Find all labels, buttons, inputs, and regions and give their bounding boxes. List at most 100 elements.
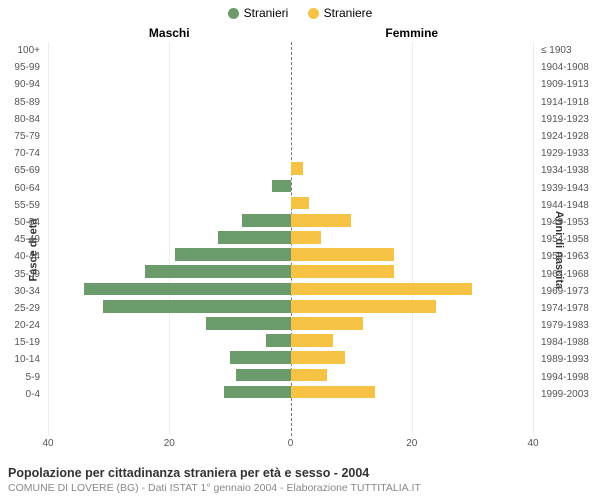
female-half bbox=[291, 300, 534, 317]
age-label: 100+ bbox=[0, 42, 44, 59]
age-label: 80-84 bbox=[0, 111, 44, 128]
age-label: 65-69 bbox=[0, 162, 44, 179]
age-label: 10-14 bbox=[0, 351, 44, 368]
birth-label: 1929-1933 bbox=[537, 145, 600, 162]
birth-label: 1954-1958 bbox=[537, 231, 600, 248]
birth-label: 1919-1923 bbox=[537, 111, 600, 128]
age-label: 35-39 bbox=[0, 265, 44, 282]
female-bar bbox=[291, 334, 333, 347]
female-half bbox=[291, 231, 534, 248]
pyramid-row bbox=[48, 317, 533, 334]
age-label: 95-99 bbox=[0, 59, 44, 76]
footer: Popolazione per cittadinanza straniera p… bbox=[8, 466, 592, 494]
male-half bbox=[48, 76, 291, 93]
pyramid-row bbox=[48, 94, 533, 111]
female-bar bbox=[291, 300, 437, 313]
pyramid-row bbox=[48, 162, 533, 179]
birth-label: 1984-1988 bbox=[537, 334, 600, 351]
female-bar bbox=[291, 351, 346, 364]
birth-label: 1979-1983 bbox=[537, 317, 600, 334]
male-half bbox=[48, 369, 291, 386]
age-label: 25-29 bbox=[0, 300, 44, 317]
female-half bbox=[291, 283, 534, 300]
age-label: 45-49 bbox=[0, 231, 44, 248]
column-headers: Maschi Femmine bbox=[48, 26, 533, 40]
male-bar bbox=[266, 334, 290, 347]
birth-label: 1909-1913 bbox=[537, 76, 600, 93]
female-half bbox=[291, 42, 534, 59]
age-label: 30-34 bbox=[0, 283, 44, 300]
birth-label: 1989-1993 bbox=[537, 351, 600, 368]
female-half bbox=[291, 248, 534, 265]
birth-label: 1969-1973 bbox=[537, 283, 600, 300]
female-bar bbox=[291, 386, 376, 399]
male-bar bbox=[224, 386, 291, 399]
female-bar bbox=[291, 214, 352, 227]
header-male: Maschi bbox=[48, 26, 291, 40]
female-half bbox=[291, 180, 534, 197]
male-bar bbox=[272, 180, 290, 193]
birth-label: 1939-1943 bbox=[537, 180, 600, 197]
birth-label: 1959-1963 bbox=[537, 248, 600, 265]
male-half bbox=[48, 300, 291, 317]
age-label: 15-19 bbox=[0, 334, 44, 351]
x-axis: 402002040 bbox=[48, 438, 533, 452]
age-label: 90-94 bbox=[0, 76, 44, 93]
female-half bbox=[291, 334, 534, 351]
x-tick: 20 bbox=[164, 438, 175, 449]
x-tick: 40 bbox=[527, 438, 538, 449]
birth-label: 1924-1928 bbox=[537, 128, 600, 145]
legend-female-label: Straniere bbox=[324, 6, 373, 20]
pyramid-row bbox=[48, 145, 533, 162]
chart-area bbox=[48, 42, 533, 436]
female-bar bbox=[291, 197, 309, 210]
birth-label: ≤ 1903 bbox=[537, 42, 600, 59]
female-half bbox=[291, 111, 534, 128]
male-half bbox=[48, 231, 291, 248]
age-label: 5-9 bbox=[0, 369, 44, 386]
pyramid-row bbox=[48, 128, 533, 145]
male-half bbox=[48, 180, 291, 197]
male-half bbox=[48, 214, 291, 231]
age-label: 75-79 bbox=[0, 128, 44, 145]
pyramid-row bbox=[48, 334, 533, 351]
age-label: 85-89 bbox=[0, 94, 44, 111]
pyramid-row bbox=[48, 351, 533, 368]
female-bar bbox=[291, 369, 327, 382]
male-half bbox=[48, 248, 291, 265]
footer-title: Popolazione per cittadinanza straniera p… bbox=[8, 466, 592, 480]
age-label: 70-74 bbox=[0, 145, 44, 162]
legend-male-label: Stranieri bbox=[244, 6, 289, 20]
male-bar bbox=[145, 265, 291, 278]
male-bar bbox=[175, 248, 290, 261]
pyramid-row bbox=[48, 231, 533, 248]
age-label: 0-4 bbox=[0, 386, 44, 403]
pyramid-row bbox=[48, 180, 533, 197]
female-half bbox=[291, 265, 534, 282]
female-half bbox=[291, 214, 534, 231]
pyramid-row bbox=[48, 197, 533, 214]
x-tick: 20 bbox=[406, 438, 417, 449]
y-left-labels: 100+95-9990-9485-8980-8475-7970-7465-696… bbox=[0, 42, 44, 436]
male-half bbox=[48, 59, 291, 76]
male-half bbox=[48, 283, 291, 300]
male-bar bbox=[242, 214, 291, 227]
birth-label: 1974-1978 bbox=[537, 300, 600, 317]
male-half bbox=[48, 351, 291, 368]
female-half bbox=[291, 76, 534, 93]
male-half bbox=[48, 128, 291, 145]
birth-label: 1944-1948 bbox=[537, 197, 600, 214]
female-half bbox=[291, 197, 534, 214]
male-bar bbox=[236, 369, 291, 382]
pyramid-row bbox=[48, 300, 533, 317]
legend: Stranieri Straniere bbox=[0, 0, 600, 22]
male-bar bbox=[84, 283, 290, 296]
pyramid-row bbox=[48, 386, 533, 403]
birth-label: 1964-1968 bbox=[537, 265, 600, 282]
male-half bbox=[48, 197, 291, 214]
birth-label: 1999-2003 bbox=[537, 386, 600, 403]
female-half bbox=[291, 59, 534, 76]
female-half bbox=[291, 317, 534, 334]
male-half bbox=[48, 42, 291, 59]
female-half bbox=[291, 94, 534, 111]
